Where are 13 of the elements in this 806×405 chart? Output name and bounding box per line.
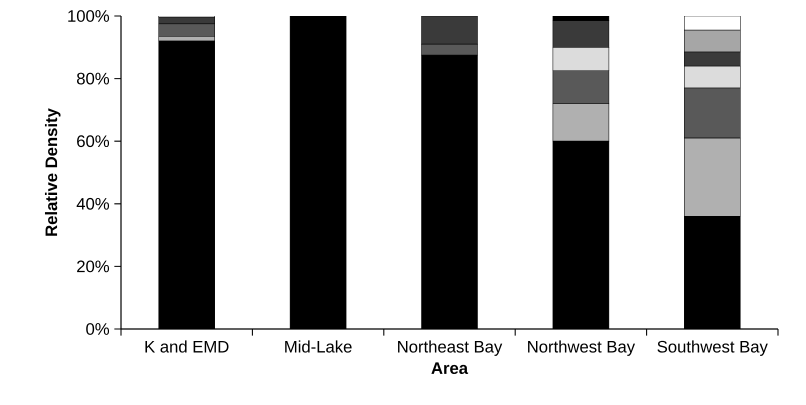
x-tick-label: K and EMD [145,340,228,353]
y-tick-label: 20% [77,260,110,272]
y-tick-label: 60% [77,135,110,148]
x-tick-label: Mid-Lake [285,340,352,353]
x-tick-label: Southwest Bay [657,340,768,356]
y-tick-label: 100% [68,10,110,22]
x-tick-label: Northeast Bay [398,340,502,356]
y-tick-label: 0% [86,323,110,335]
y-tick-label: 40% [76,198,110,210]
y-tick-label: 80% [77,72,110,85]
x-tick-label: Northwest Bay [528,340,636,356]
x-axis-title: Area [431,362,468,374]
y-axis-title: Relative Density [44,108,61,236]
